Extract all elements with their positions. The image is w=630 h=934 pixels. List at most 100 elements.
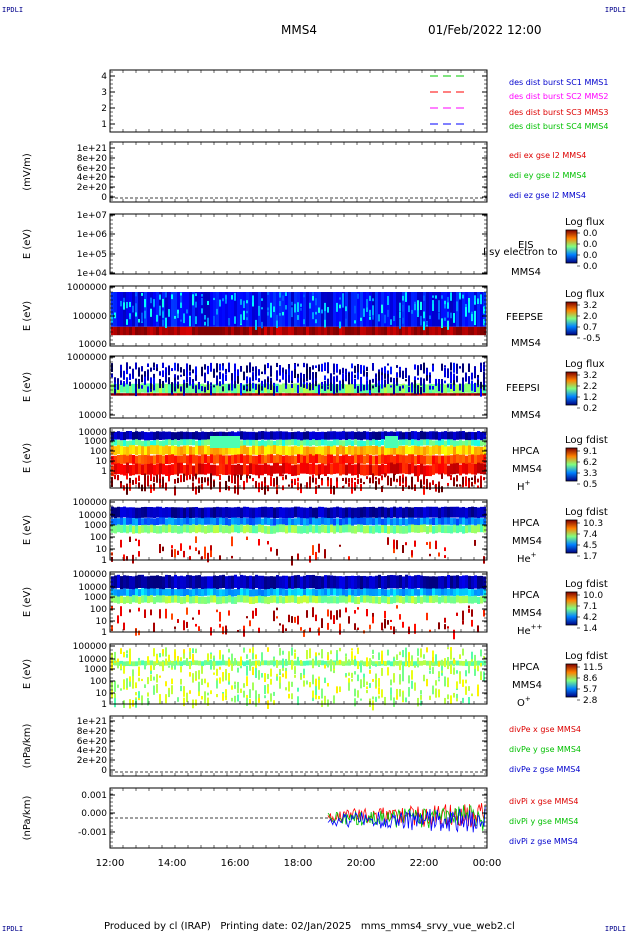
colorbar-gradient	[565, 371, 578, 406]
spectrogram-cell	[408, 595, 411, 604]
spectrogram-cell	[477, 431, 480, 440]
spectrogram-cell	[141, 660, 144, 666]
colorbar-tick: 2.0	[583, 312, 598, 322]
spectrogram-cell	[468, 697, 470, 704]
panel-frame	[109, 355, 488, 419]
y-tick-label: 3	[101, 88, 107, 98]
spectrogram-cell	[159, 525, 162, 534]
spectrogram-cell	[330, 431, 333, 440]
spectrogram-cell	[450, 292, 452, 301]
spectrogram-cell	[258, 446, 261, 456]
spectrogram-cell	[399, 369, 401, 372]
spectrogram-cell	[216, 383, 219, 393]
spectrogram-cell	[279, 393, 282, 396]
spectrogram-cell	[123, 622, 125, 631]
spectrogram-cell	[339, 393, 342, 396]
spectrogram-cell	[216, 446, 219, 456]
spectrogram-cell	[315, 454, 318, 464]
spectrogram-cell	[348, 672, 350, 676]
spectrogram-cell	[372, 363, 374, 371]
spectrogram-cell	[381, 667, 383, 676]
spectrogram-cell	[315, 298, 317, 306]
spectrogram-cell	[378, 652, 380, 660]
spectrogram-cell	[420, 446, 423, 456]
spectrogram-cell	[231, 475, 233, 484]
spectrogram-cell	[387, 649, 389, 656]
spectrogram-cell	[306, 518, 309, 526]
spectrogram-cell	[333, 439, 336, 446]
spectrogram-cell	[204, 386, 206, 393]
spectrogram-cell	[378, 371, 380, 381]
spectrogram-cell	[129, 316, 131, 320]
spectrogram-cell	[195, 293, 197, 297]
spectrogram-cell	[336, 439, 339, 446]
spectrogram-cell	[303, 660, 306, 666]
spectrogram-cell	[465, 439, 468, 446]
spectrogram-cell	[252, 445, 255, 455]
spectrogram-cell	[441, 393, 444, 396]
spectrogram-cell	[240, 445, 243, 455]
spectrogram-cell	[432, 303, 434, 312]
divpi-series-green	[327, 805, 486, 832]
spectrogram-cell	[207, 300, 209, 305]
spectrogram-cell	[156, 314, 158, 322]
spectrogram-cell	[246, 536, 248, 541]
spectrogram-cell	[327, 518, 330, 526]
spectrogram-cell	[150, 670, 152, 675]
spectrogram-cell	[276, 462, 279, 474]
spectrogram-cell	[327, 622, 329, 630]
spectrogram-cell	[432, 517, 435, 526]
spectrogram-cell	[114, 680, 116, 685]
spectrogram-cell	[354, 431, 357, 441]
legend-entry: des dist burst SC2 MMS2	[509, 92, 608, 101]
spectrogram-cell	[315, 551, 317, 561]
spectrogram-cell	[204, 588, 207, 596]
spectrogram-cell	[126, 650, 128, 654]
spectrogram-cell	[273, 576, 276, 590]
spectrogram-cell	[150, 524, 153, 533]
spectrogram-cell	[396, 575, 399, 589]
spectrogram-cell	[228, 445, 231, 455]
spectrogram-cell	[147, 386, 149, 393]
spectrogram-cell	[318, 439, 321, 446]
spectrogram-cell	[255, 661, 257, 671]
spectrogram-cell	[234, 524, 237, 533]
spectrogram-cell	[360, 595, 363, 603]
spectrogram-cell	[336, 506, 339, 518]
spectrogram-cell	[336, 326, 339, 336]
spectrogram-cell	[423, 446, 426, 456]
spectrogram-cell	[336, 660, 339, 666]
spectrogram-cell	[237, 384, 240, 394]
spectrogram-cell	[288, 393, 291, 396]
spectrogram-cell	[186, 588, 189, 597]
spectrogram-cell	[378, 393, 381, 396]
spectrogram-cell	[198, 455, 201, 465]
spectrogram-cell	[471, 506, 474, 518]
spectrogram-cell	[474, 368, 476, 377]
spectrogram-cell	[402, 439, 405, 446]
spectrogram-cell	[321, 480, 323, 486]
spectrogram-cell	[270, 678, 272, 685]
spectrogram-cell	[192, 673, 194, 683]
spectrogram-cell	[294, 653, 296, 659]
spectrogram-cell	[417, 589, 420, 597]
spectrogram-cell	[441, 525, 444, 533]
spectrogram-cell	[372, 661, 375, 666]
spectrogram-cell	[261, 445, 264, 455]
spectrogram-cell	[444, 624, 446, 630]
spectrogram-cell	[228, 363, 230, 370]
spectrogram-cell	[411, 576, 414, 590]
spectrogram-cell	[417, 697, 419, 707]
spectrogram-cell	[411, 476, 413, 483]
spectrogram-cell	[168, 454, 171, 464]
spectrogram-cell	[405, 595, 408, 603]
spectrogram-cell	[198, 393, 201, 396]
spectrogram-cell	[372, 455, 375, 465]
spectrogram-cell	[225, 525, 228, 533]
spectrogram-cell	[483, 364, 485, 372]
spectrogram-cell	[447, 525, 450, 534]
spectrogram-cell	[300, 383, 303, 393]
spectrogram-cell	[294, 364, 296, 370]
spectrogram-cell	[165, 482, 167, 491]
spectrogram-cell	[348, 383, 351, 393]
